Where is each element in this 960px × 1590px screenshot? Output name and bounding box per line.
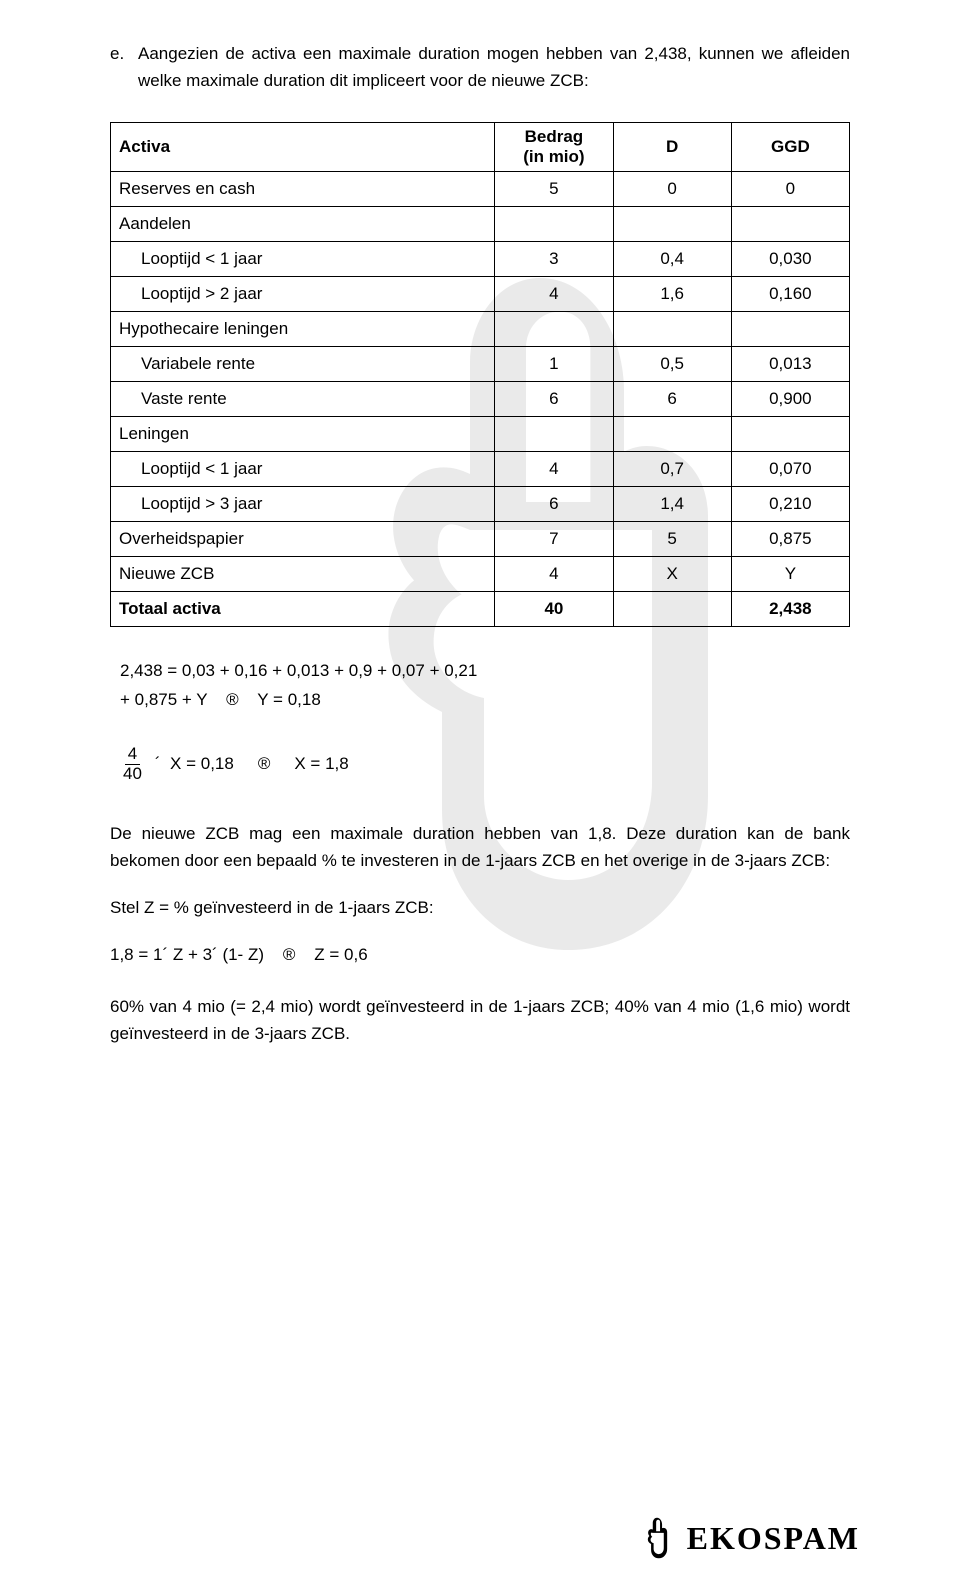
intro-paragraph: e. Aangezien de activa een maximale dura… [110, 40, 850, 94]
table-row: Leningen [111, 417, 850, 452]
cell-value: 0,7 [613, 452, 731, 487]
table-row: Looptijd > 3 jaar61,40,210 [111, 487, 850, 522]
fist-icon [635, 1516, 679, 1560]
list-letter: e. [110, 40, 138, 94]
cell-label: Variabele rente [111, 347, 495, 382]
cell-value [613, 312, 731, 347]
cell-value: 0,900 [731, 382, 849, 417]
eq2-arrow: ® [244, 754, 285, 774]
logo-text: EKOSPAM [687, 1520, 860, 1557]
table-row: Hypothecaire leningen [111, 312, 850, 347]
cell-value: 40 [495, 592, 613, 627]
cell-value: 0,875 [731, 522, 849, 557]
cell-value [613, 207, 731, 242]
cell-value: 0,070 [731, 452, 849, 487]
cell-label: Hypothecaire leningen [111, 312, 495, 347]
cell-value [731, 312, 849, 347]
cell-value: 4 [495, 452, 613, 487]
cell-label: Overheidspapier [111, 522, 495, 557]
frac-num: 4 [125, 745, 140, 765]
fraction: 4 40 [120, 745, 145, 783]
cell-value [613, 592, 731, 627]
cell-value [613, 417, 731, 452]
cell-value: 5 [613, 522, 731, 557]
cell-value: Y [731, 557, 849, 592]
cell-value: 1,6 [613, 277, 731, 312]
cell-value: 0 [613, 172, 731, 207]
cell-label: Reserves en cash [111, 172, 495, 207]
cell-label: Looptijd < 1 jaar [111, 452, 495, 487]
cell-value: 4 [495, 277, 613, 312]
cell-value [495, 417, 613, 452]
cell-value: 6 [495, 382, 613, 417]
footer-logo: EKOSPAM [635, 1516, 860, 1560]
cell-value: 0,4 [613, 242, 731, 277]
cell-value: 0,030 [731, 242, 849, 277]
cell-value [495, 207, 613, 242]
activa-table: Activa Bedrag (in mio) D GGD Reserves en… [110, 122, 850, 627]
table-row: Reserves en cash500 [111, 172, 850, 207]
table-row: Aandelen [111, 207, 850, 242]
page-content: e. Aangezien de activa een maximale dura… [0, 0, 960, 1047]
cell-value [731, 417, 849, 452]
cell-value: 2,438 [731, 592, 849, 627]
equation-block-2: 4 40 ´ X = 0,18 ® X = 1,8 [120, 745, 850, 783]
cell-label: Looptijd < 1 jaar [111, 242, 495, 277]
cell-value [495, 312, 613, 347]
table-row: Overheidspapier750,875 [111, 522, 850, 557]
table-row: Variabele rente10,50,013 [111, 347, 850, 382]
table-row: Looptijd > 2 jaar41,60,160 [111, 277, 850, 312]
cell-label: Totaal activa [111, 592, 495, 627]
cell-label: Nieuwe ZCB [111, 557, 495, 592]
cell-value: 1 [495, 347, 613, 382]
cell-value: 6 [613, 382, 731, 417]
table-header-row: Activa Bedrag (in mio) D GGD [111, 123, 850, 172]
table-row: Vaste rente660,900 [111, 382, 850, 417]
eq1-line2: + 0,875 + Y ® Y = 0,18 [120, 686, 850, 715]
th-activa: Activa [111, 123, 495, 172]
th-ggd: GGD [731, 123, 849, 172]
table-row: Totaal activa40 2,438 [111, 592, 850, 627]
cell-value: 0,210 [731, 487, 849, 522]
eq2-right: X = 1,8 [294, 754, 348, 774]
cell-label: Looptijd > 2 jaar [111, 277, 495, 312]
cell-value: 0,5 [613, 347, 731, 382]
cell-value: 4 [495, 557, 613, 592]
cell-value: 3 [495, 242, 613, 277]
cell-value [731, 207, 849, 242]
eq1-line1: 2,438 = 0,03 + 0,16 + 0,013 + 0,9 + 0,07… [120, 657, 850, 686]
cell-value: 1,4 [613, 487, 731, 522]
cell-value: 6 [495, 487, 613, 522]
cell-value: 0,160 [731, 277, 849, 312]
table-row: Looptijd < 1 jaar40,70,070 [111, 452, 850, 487]
intro-text: Aangezien de activa een maximale duratio… [138, 40, 850, 94]
th-d: D [613, 123, 731, 172]
paragraph-2: Stel Z = % geïnvesteerd in de 1-jaars ZC… [110, 894, 850, 921]
cell-value: 5 [495, 172, 613, 207]
cell-value: 0,013 [731, 347, 849, 382]
cell-value: X [613, 557, 731, 592]
cell-label: Leningen [111, 417, 495, 452]
eq2-left: ´ X = 0,18 [155, 754, 234, 774]
cell-value: 7 [495, 522, 613, 557]
cell-label: Vaste rente [111, 382, 495, 417]
paragraph-3: 60% van 4 mio (= 2,4 mio) wordt geïnvest… [110, 993, 850, 1047]
th-bedrag: Bedrag (in mio) [495, 123, 613, 172]
table-row: Looptijd < 1 jaar30,40,030 [111, 242, 850, 277]
paragraph-1: De nieuwe ZCB mag een maximale duration … [110, 820, 850, 874]
equation-3: 1,8 = 1´ Z + 3´ (1- Z) ® Z = 0,6 [110, 945, 850, 965]
table-row: Nieuwe ZCB4XY [111, 557, 850, 592]
cell-value: 0 [731, 172, 849, 207]
cell-label: Looptijd > 3 jaar [111, 487, 495, 522]
equation-block-1: 2,438 = 0,03 + 0,16 + 0,013 + 0,9 + 0,07… [120, 657, 850, 715]
frac-den: 40 [120, 765, 145, 784]
cell-label: Aandelen [111, 207, 495, 242]
